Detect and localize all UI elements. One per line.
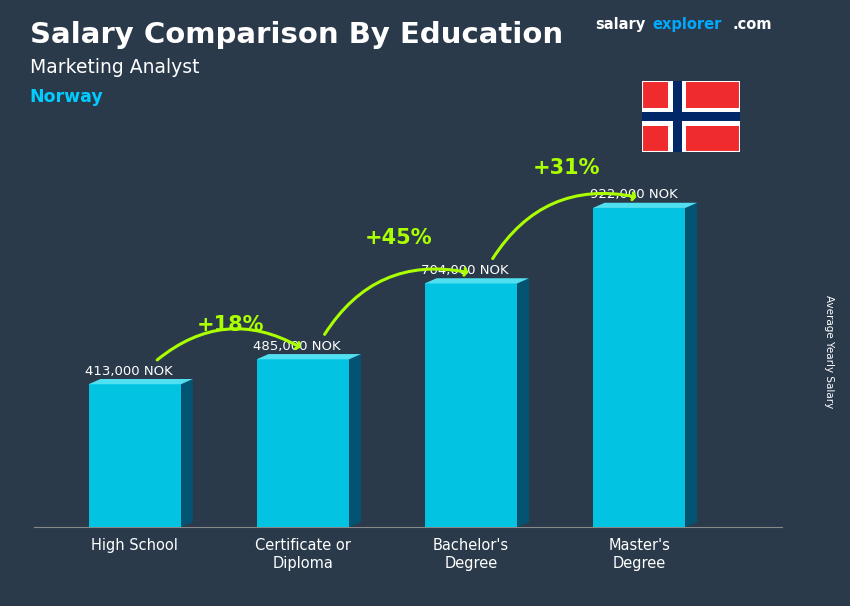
Text: 922,000 NOK: 922,000 NOK	[590, 188, 677, 201]
Bar	[593, 208, 685, 527]
Text: .com: .com	[733, 17, 772, 32]
Bar	[642, 108, 740, 125]
Polygon shape	[88, 379, 193, 384]
Text: Average Yearly Salary: Average Yearly Salary	[824, 295, 834, 408]
Text: +45%: +45%	[365, 228, 433, 248]
Bar	[425, 284, 518, 527]
Polygon shape	[593, 203, 697, 208]
Text: 704,000 NOK: 704,000 NOK	[422, 264, 509, 277]
Polygon shape	[181, 379, 193, 527]
Polygon shape	[685, 203, 697, 527]
Polygon shape	[257, 354, 361, 359]
Bar	[668, 81, 686, 152]
Bar	[673, 81, 682, 152]
Polygon shape	[425, 278, 529, 284]
Text: Norway: Norway	[30, 88, 104, 106]
Text: Salary Comparison By Education: Salary Comparison By Education	[30, 21, 563, 49]
Bar	[88, 384, 181, 527]
Text: 485,000 NOK: 485,000 NOK	[253, 339, 341, 353]
Polygon shape	[349, 354, 361, 527]
Text: explorer: explorer	[653, 17, 722, 32]
Bar	[257, 359, 349, 527]
Text: 413,000 NOK: 413,000 NOK	[85, 364, 173, 378]
Text: +31%: +31%	[533, 158, 601, 178]
Text: Marketing Analyst: Marketing Analyst	[30, 58, 199, 76]
Bar	[642, 112, 740, 121]
Text: salary: salary	[595, 17, 645, 32]
Text: +18%: +18%	[197, 315, 264, 335]
Polygon shape	[518, 278, 529, 527]
